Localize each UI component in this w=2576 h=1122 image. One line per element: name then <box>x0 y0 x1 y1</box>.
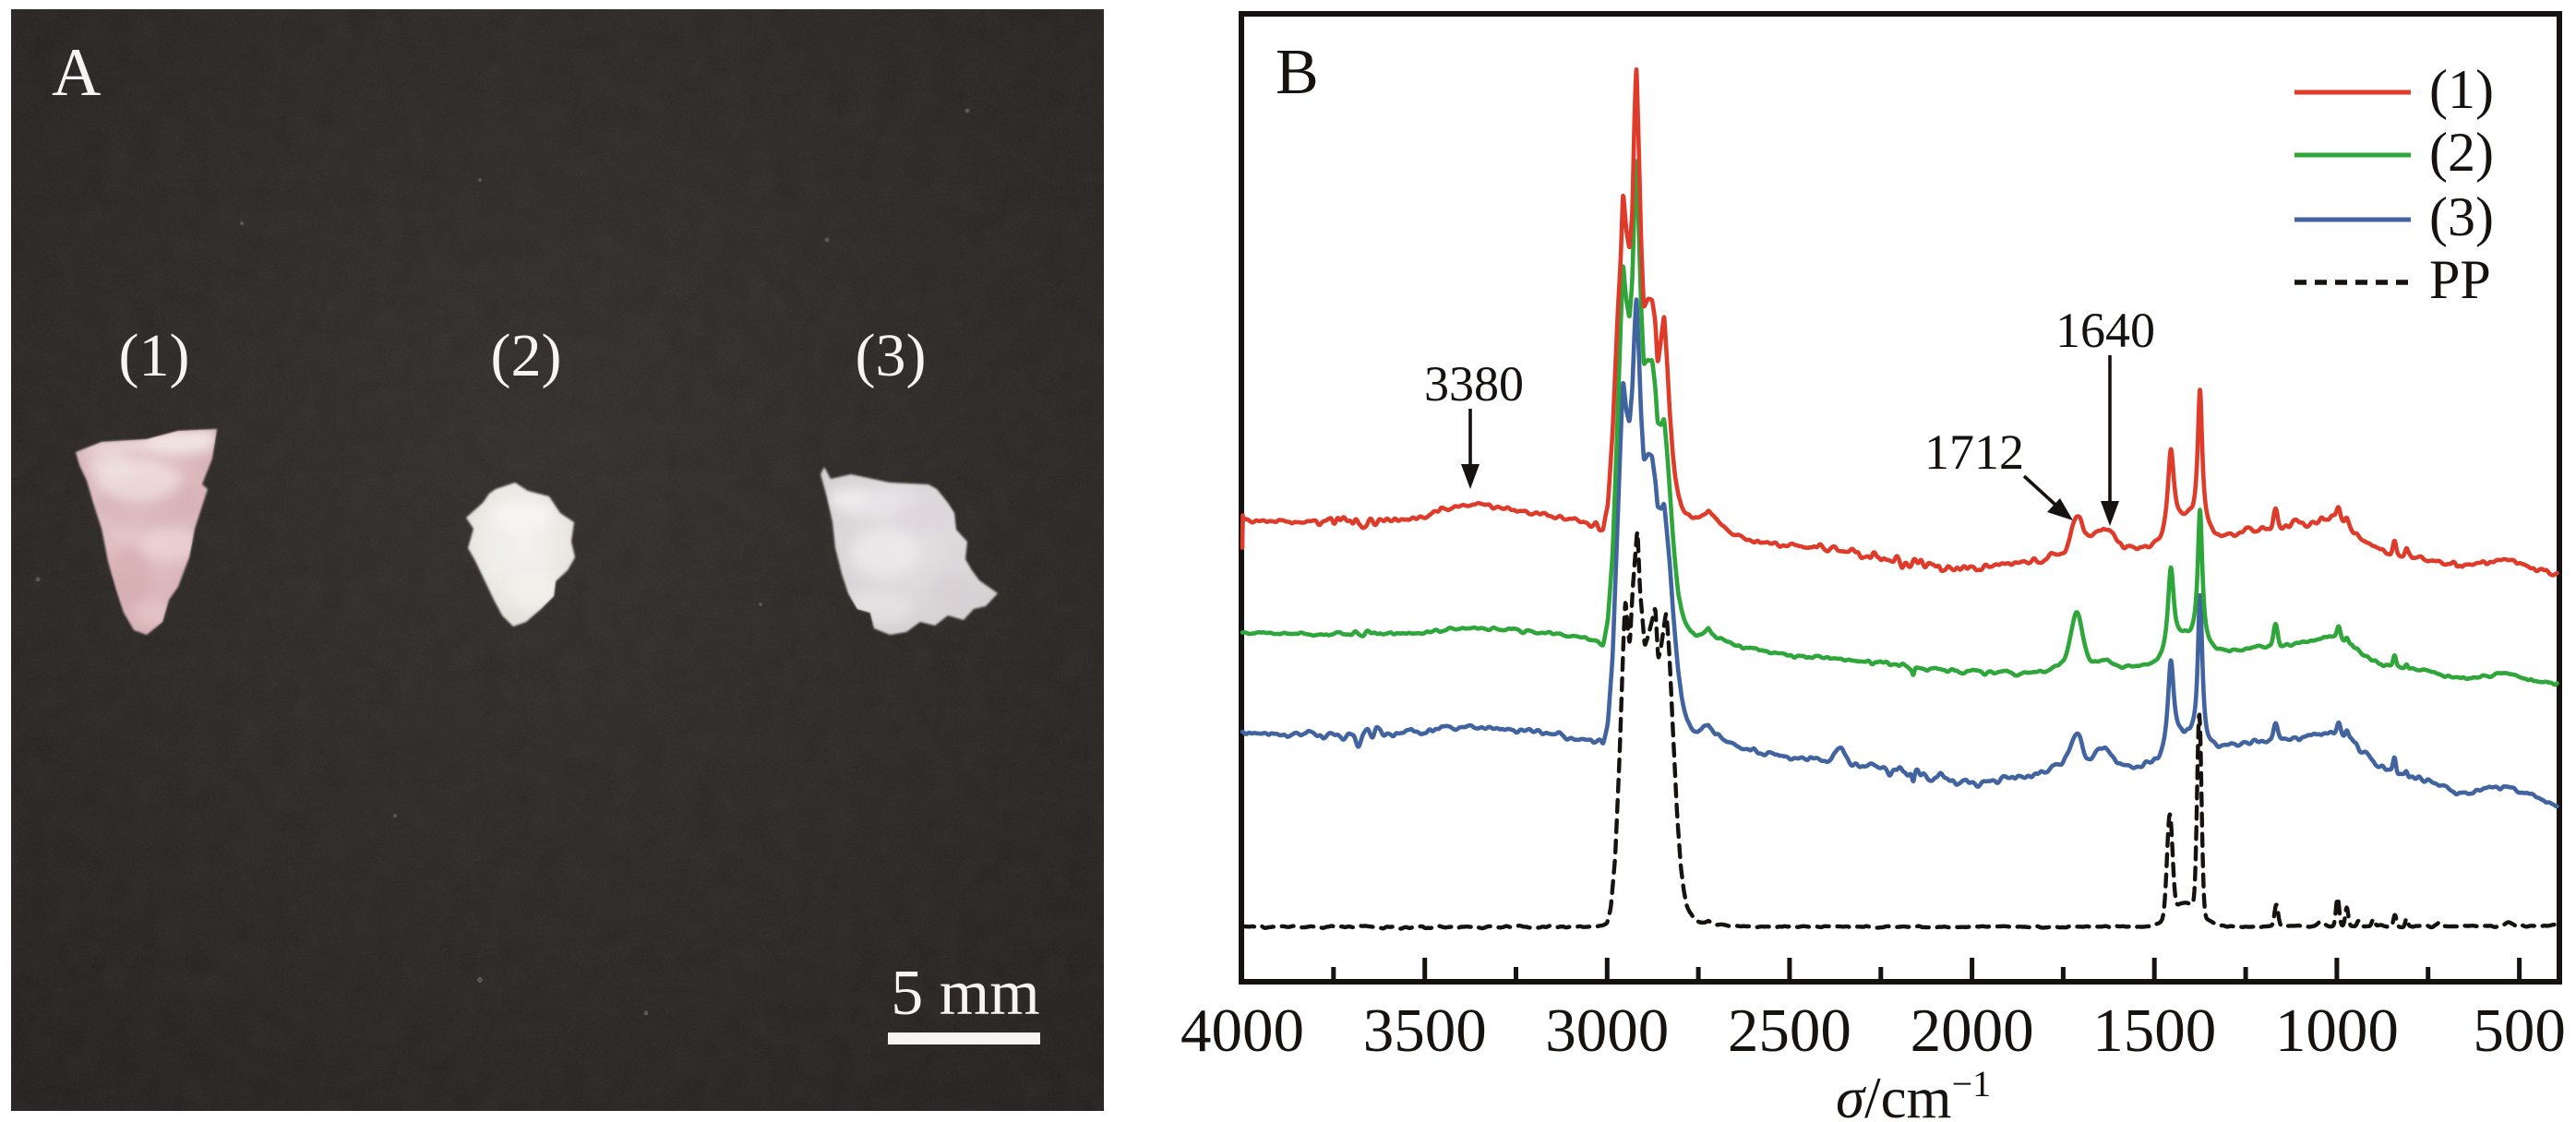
svg-text:(2): (2) <box>491 322 562 389</box>
svg-text:2500: 2500 <box>1728 997 1851 1065</box>
svg-text:4000: 4000 <box>1180 997 1304 1065</box>
svg-text:(1): (1) <box>2429 59 2494 120</box>
svg-text:(3): (3) <box>2429 186 2494 247</box>
svg-text:3500: 3500 <box>1363 997 1487 1065</box>
svg-text:A: A <box>52 35 101 111</box>
svg-text:1712: 1712 <box>1924 424 2024 480</box>
svg-text:2000: 2000 <box>1911 997 2034 1065</box>
svg-text:3000: 3000 <box>1545 997 1669 1065</box>
svg-text:(2): (2) <box>2429 122 2494 183</box>
svg-text:1000: 1000 <box>2275 997 2399 1065</box>
svg-text:500: 500 <box>2473 997 2566 1065</box>
svg-text:(1): (1) <box>119 322 190 389</box>
svg-text:1640: 1640 <box>2055 303 2155 358</box>
svg-text:σ/cm−1: σ/cm−1 <box>1836 1063 1991 1122</box>
svg-text:(3): (3) <box>856 322 927 389</box>
svg-text:5 mm: 5 mm <box>891 958 1039 1029</box>
svg-text:PP: PP <box>2429 249 2491 310</box>
svg-text:3380: 3380 <box>1424 356 1524 412</box>
svg-text:1500: 1500 <box>2092 997 2216 1065</box>
svg-text:B: B <box>1276 37 1319 108</box>
